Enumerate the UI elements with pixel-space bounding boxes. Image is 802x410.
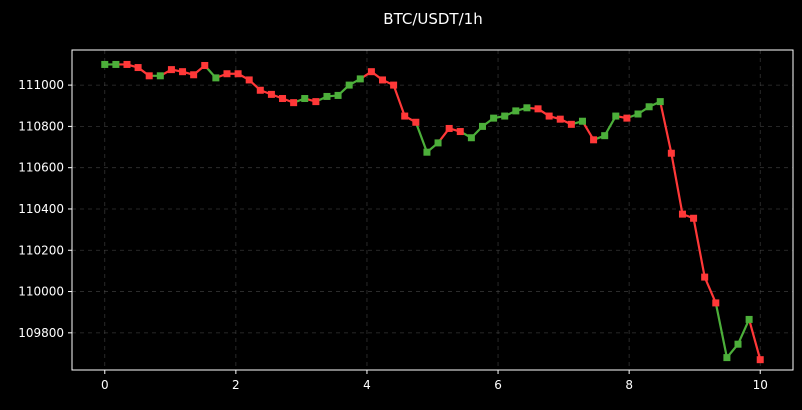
price-point bbox=[467, 134, 475, 142]
price-point bbox=[745, 315, 753, 323]
price-line-segment bbox=[692, 217, 706, 279]
price-point bbox=[123, 60, 131, 68]
price-point bbox=[134, 64, 142, 72]
price-point bbox=[412, 118, 420, 126]
price-point bbox=[112, 60, 120, 68]
price-point bbox=[279, 95, 287, 103]
price-line-segment bbox=[736, 318, 751, 346]
price-point bbox=[101, 60, 109, 68]
price-point bbox=[456, 128, 464, 136]
price-point bbox=[545, 112, 553, 120]
price-point bbox=[678, 210, 686, 218]
price-point bbox=[156, 72, 164, 80]
price-line-segment bbox=[714, 301, 728, 359]
price-point bbox=[512, 107, 520, 115]
price-point bbox=[501, 112, 509, 120]
price-line-segment bbox=[392, 83, 406, 118]
price-point bbox=[423, 148, 431, 156]
x-tick-label: 8 bbox=[625, 378, 633, 392]
price-point bbox=[367, 68, 375, 76]
price-point bbox=[690, 214, 698, 222]
plot-frame bbox=[71, 49, 794, 371]
price-point bbox=[712, 299, 720, 307]
price-point bbox=[567, 120, 575, 128]
price-point bbox=[523, 104, 531, 112]
grid bbox=[72, 50, 793, 370]
x-tick-label: 4 bbox=[363, 378, 371, 392]
x-tick-label: 6 bbox=[494, 378, 502, 392]
price-line-segment bbox=[748, 318, 762, 361]
chart-title: BTC/USDT/1h bbox=[383, 10, 482, 28]
x-tick-label: 2 bbox=[232, 378, 240, 392]
price-point bbox=[201, 61, 209, 69]
price-point bbox=[323, 92, 331, 100]
price-point bbox=[578, 117, 586, 125]
price-point bbox=[490, 114, 498, 122]
y-tick-label: 111000 bbox=[18, 78, 64, 92]
price-point bbox=[379, 76, 387, 84]
price-point bbox=[390, 81, 398, 89]
price-point bbox=[734, 340, 742, 348]
y-tick-label: 110800 bbox=[18, 119, 64, 133]
price-point bbox=[356, 75, 364, 83]
x-tick-label: 0 bbox=[101, 378, 109, 392]
price-point bbox=[334, 91, 342, 99]
price-point bbox=[612, 112, 620, 120]
price-point bbox=[556, 115, 564, 123]
price-point bbox=[645, 103, 653, 111]
price-line-segment bbox=[703, 275, 717, 305]
price-point bbox=[345, 81, 353, 89]
price-point bbox=[290, 99, 298, 107]
price-point bbox=[245, 76, 253, 84]
price-point bbox=[723, 354, 731, 362]
axes: 0 2 4 6 8 10 109800 110000 110200 110400 110600 110… bbox=[18, 49, 794, 392]
price-point bbox=[312, 98, 320, 106]
price-point bbox=[190, 71, 198, 79]
price-point bbox=[601, 132, 609, 140]
price-point bbox=[534, 105, 542, 113]
price-point bbox=[656, 98, 664, 106]
price-line-segment bbox=[414, 121, 429, 154]
price-point bbox=[267, 90, 275, 98]
price-point bbox=[234, 70, 242, 78]
price-line-segment bbox=[670, 152, 684, 216]
x-tick-label: 10 bbox=[753, 378, 768, 392]
y-tick-label: 109800 bbox=[18, 326, 64, 340]
price-point bbox=[401, 112, 409, 120]
price-point bbox=[478, 122, 486, 130]
price-line-segment bbox=[659, 100, 673, 155]
price-point bbox=[145, 72, 153, 80]
price-point bbox=[756, 356, 764, 364]
y-tick-label: 110400 bbox=[18, 202, 64, 216]
price-point bbox=[223, 70, 231, 78]
price-series bbox=[101, 60, 764, 364]
price-point bbox=[667, 149, 675, 157]
y-tick-label: 110200 bbox=[18, 243, 64, 257]
price-point bbox=[212, 74, 220, 82]
price-point bbox=[301, 95, 309, 103]
price-point bbox=[590, 136, 598, 144]
y-tick-label: 110600 bbox=[18, 161, 64, 175]
price-point bbox=[256, 86, 264, 94]
price-point bbox=[701, 273, 709, 281]
price-point bbox=[445, 124, 453, 132]
price-point bbox=[434, 139, 442, 147]
price-point bbox=[634, 110, 642, 118]
price-point bbox=[167, 66, 175, 74]
y-tick-label: 110000 bbox=[18, 285, 64, 299]
price-point bbox=[179, 68, 187, 76]
price-point bbox=[623, 114, 631, 122]
